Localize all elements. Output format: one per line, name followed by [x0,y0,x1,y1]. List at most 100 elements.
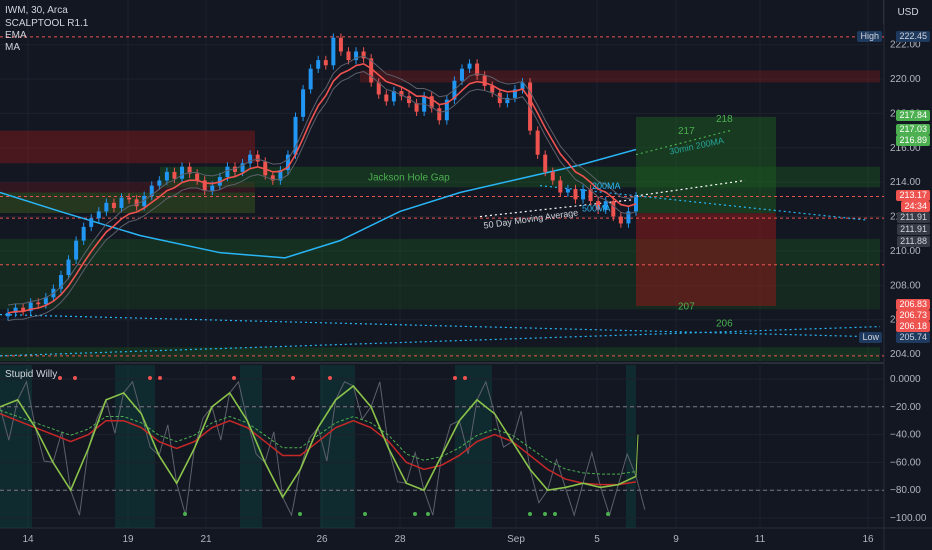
candle-body [225,166,230,178]
candle-body [596,201,601,210]
target-206-label: 206 [716,319,733,330]
candle-body [66,259,71,276]
osc-tick-0: 0.0000 [890,374,921,385]
candle-body [248,154,253,164]
candle-body [482,75,487,86]
candle-body [505,97,510,104]
trend-line-bottom [0,326,881,357]
candle-body [520,82,525,90]
price-tag-label-12: Low [859,332,882,344]
osc-top-marker [158,376,162,380]
osc-top-marker [232,376,236,380]
candle-body [573,189,578,200]
candle-body [444,99,449,121]
candle-body [543,154,548,172]
osc-bottom-marker [553,512,557,516]
gap-label: Jackson Hole Gap [368,172,450,183]
osc-bottom-marker [528,512,532,516]
price-tag-1: 217.84 [896,110,930,122]
osc-top-marker [73,376,77,380]
time-label-3: 26 [316,534,328,545]
time-label-1: 19 [122,534,134,545]
target-207-label: 207 [678,301,695,312]
candle-body [490,85,495,93]
candle-body [618,216,623,224]
candle-body [308,68,313,90]
candle-body [338,37,343,52]
currency-button[interactable]: USD [883,0,932,24]
trend-line-lower [0,313,881,338]
candle-body [210,185,215,191]
candle-body [270,175,275,181]
osc-bottom-marker [606,512,610,516]
candle-body [81,226,86,241]
time-label-7: 9 [673,534,679,545]
indicator-legend-ema[interactable]: EMA [5,30,27,41]
candle-body [187,166,192,174]
osc-top-marker [58,376,62,380]
ema-line [7,62,637,314]
candle-body [558,180,563,193]
candle-body [376,82,381,95]
time-label-2: 21 [200,534,212,545]
candle-body [36,302,41,305]
osc-bottom-marker [183,512,187,516]
candle-body [43,297,48,305]
price-tag-8: 211.88 [897,236,930,248]
candle-body [104,202,109,212]
candle-body [588,189,593,202]
price-tag-10: 206.73 [896,310,930,322]
osc-tick-2: −40.00 [890,430,921,441]
candle-body [180,166,185,179]
ema-band-lower [7,71,637,322]
candle-body [384,94,389,102]
osc-top-marker [291,376,295,380]
candle-body [149,185,154,196]
candle-body [369,58,374,83]
time-label-5: Sep [507,534,525,545]
price-tag-9: 206.83 [896,299,930,311]
candle-body [611,201,616,217]
oscillator-title: Stupid Willy [5,369,58,380]
candle-body [603,201,608,210]
price-tag-12: 205.74 [896,332,930,344]
short-risk-zone [636,213,776,306]
price-tag-4: 213.17 [896,190,930,202]
price-tick-7: 208.00 [890,280,921,291]
price-tick-0: 222.00 [890,40,921,51]
candle-body [96,211,101,219]
osc-zone-5 [626,365,636,528]
osc-bottom-marker [426,512,430,516]
ma200-label: 200MA [592,181,621,191]
candle-body [626,211,631,224]
candle-body [354,51,359,61]
osc-top-marker [328,376,332,380]
candle-body [407,96,412,104]
osc-raw-line [0,380,646,517]
indicator-legend-scalptool[interactable]: SCALPTOOL R1.1 [5,18,89,29]
osc-tick-4: −80.00 [890,485,921,496]
candle-body [172,171,177,179]
candle-body [361,51,366,59]
osc-tail [635,434,639,477]
time-label-0: 14 [22,534,34,545]
candle-body [467,63,472,69]
osc-zone-0 [0,365,32,528]
price-tag-5: 24:34 [901,201,930,213]
candle-body [285,154,290,171]
candle-body [195,173,200,181]
osc-zone-3 [320,365,355,528]
candle-body [255,154,260,162]
osc-top-marker [453,376,457,380]
indicator-legend-ma[interactable]: MA [5,42,20,53]
ma-line [0,148,637,259]
price-tick-9: 204.00 [890,349,921,360]
candle-body [565,189,570,193]
candle-body [323,60,328,66]
osc-tick-1: −20.00 [890,402,921,413]
candle-body [58,275,63,289]
candle-body [28,302,33,312]
price-tick-4: 214.00 [890,177,921,188]
candle-body [134,199,139,207]
